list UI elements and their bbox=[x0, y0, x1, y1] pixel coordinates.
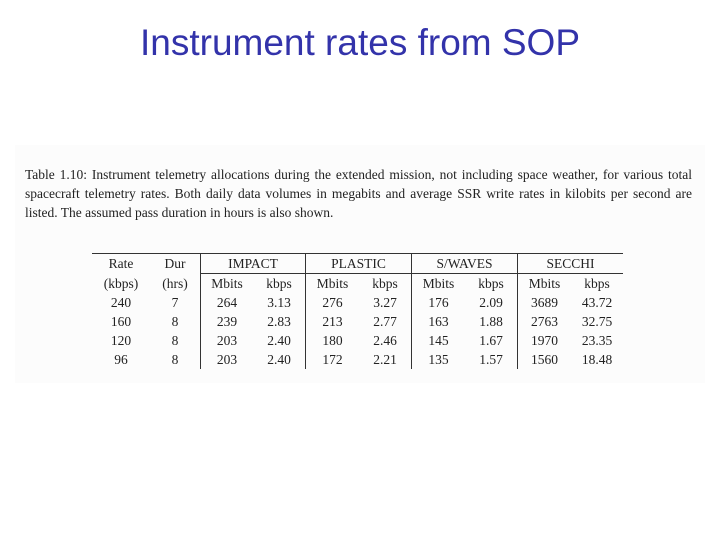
table-cell: 3.13 bbox=[253, 293, 306, 312]
sub-header-cell: kbps bbox=[584, 276, 610, 291]
table-cell: 239 bbox=[216, 314, 238, 329]
table-cell: 32.75 bbox=[581, 314, 613, 329]
table-row: (kbps) (hrs) Mbits kbps Mbits kbps Mbits kbps Mb… bbox=[92, 273, 623, 293]
table-caption: Table 1.10: Instrument telemetry allocat… bbox=[25, 167, 692, 220]
sub-header-cell: Mbits bbox=[211, 276, 243, 291]
table-row: 240 7 264 3.13 276 3.27 176 2.09 3689 43.72 bbox=[92, 293, 623, 312]
group-header-cell: IMPACT bbox=[200, 253, 306, 274]
sub-header-cell: Mbits bbox=[316, 276, 349, 291]
sub-header-cell: Mbits bbox=[422, 276, 455, 291]
table-cell: 18.48 bbox=[581, 352, 613, 367]
sub-header-cell: (kbps) bbox=[103, 275, 139, 291]
document-image: Table 1.10: Instrument telemetry allocat… bbox=[15, 145, 705, 383]
table-cell: 96 bbox=[114, 352, 128, 367]
table-cell: 203 bbox=[216, 333, 238, 348]
sub-header-cell: (hrs) bbox=[150, 273, 201, 293]
group-header-cell: SECCHI bbox=[517, 253, 623, 274]
table-cell: 2.09 bbox=[465, 293, 518, 312]
table-cell: 2.40 bbox=[253, 350, 306, 369]
table-row: 120 8 203 2.40 180 2.46 145 1.67 1970 23.35 bbox=[92, 331, 623, 350]
table-cell: 8 bbox=[150, 312, 201, 331]
table-cell: 43.72 bbox=[581, 295, 613, 310]
table-row: 160 8 239 2.83 213 2.77 163 1.88 2763 32.75 bbox=[92, 312, 623, 331]
table-cell: 1970 bbox=[531, 333, 558, 348]
group-header-cell: PLASTIC bbox=[305, 253, 412, 274]
table-cell: 176 bbox=[428, 295, 449, 310]
table-cell: 120 bbox=[110, 333, 132, 348]
group-header-cell: Dur bbox=[150, 253, 201, 274]
table-cell: 2.40 bbox=[253, 331, 306, 350]
table-cell: 1.67 bbox=[465, 331, 518, 350]
table-cell: 2763 bbox=[531, 314, 558, 329]
sub-header-cell: kbps bbox=[253, 273, 306, 293]
table-cell: 180 bbox=[322, 333, 343, 348]
table-cell: 2.46 bbox=[359, 331, 412, 350]
data-table: Rate Dur IMPACT PLASTIC S/WAVES SECCHI (kbps)(… bbox=[92, 253, 623, 369]
table-cell: 172 bbox=[322, 352, 343, 367]
sub-header-cell: kbps bbox=[359, 273, 412, 293]
table-cell: 1560 bbox=[531, 352, 558, 367]
table-cell: 145 bbox=[428, 333, 449, 348]
table-cell: 1.57 bbox=[465, 350, 518, 369]
sub-header-cell: kbps bbox=[465, 273, 518, 293]
table-cell: 213 bbox=[322, 314, 343, 329]
table-cell: 8 bbox=[150, 331, 201, 350]
table-cell: 240 bbox=[110, 295, 132, 310]
table-cell: 3689 bbox=[531, 295, 558, 310]
table-cell: 3.27 bbox=[359, 293, 412, 312]
table-cell: 2.77 bbox=[359, 312, 412, 331]
table-cell: 1.88 bbox=[465, 312, 518, 331]
table-cell: 2.83 bbox=[253, 312, 306, 331]
sub-header-cell: Mbits bbox=[528, 276, 561, 291]
table-cell: 276 bbox=[322, 295, 343, 310]
table-cell: 163 bbox=[428, 314, 449, 329]
table-cell: 160 bbox=[110, 314, 132, 329]
table-cell: 23.35 bbox=[581, 333, 613, 348]
table-cell: 7 bbox=[150, 293, 201, 312]
table-cell: 8 bbox=[150, 350, 201, 369]
table-cell: 2.21 bbox=[359, 350, 412, 369]
table-cell: 135 bbox=[428, 352, 449, 367]
table-row: 96 8 203 2.40 172 2.21 135 1.57 1560 18.48 bbox=[92, 350, 623, 369]
table-row: Rate Dur IMPACT PLASTIC S/WAVES SECCHI bbox=[92, 253, 623, 274]
group-header-cell: Rate bbox=[92, 253, 150, 274]
table-cell: 203 bbox=[216, 352, 238, 367]
table-cell: 264 bbox=[216, 295, 238, 310]
slide-title: Instrument rates from SOP bbox=[139, 22, 581, 63]
group-header-cell: S/WAVES bbox=[411, 253, 518, 274]
